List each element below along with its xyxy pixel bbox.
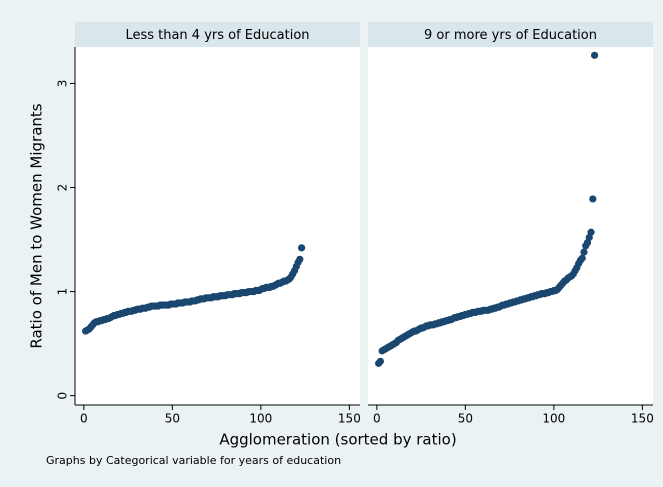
panel-title: 9 or more yrs of Education xyxy=(424,28,597,43)
x-tick-label: 0 xyxy=(373,412,381,426)
point xyxy=(590,51,599,59)
y-tick-label: 2 xyxy=(56,184,70,192)
plot-area xyxy=(368,47,653,405)
point xyxy=(297,244,306,252)
point xyxy=(587,228,595,236)
x-axis-title: Agglomeration (sorted by ratio) xyxy=(219,431,456,449)
x-tick-label: 100 xyxy=(542,412,565,426)
note: Graphs by Categorical variable for years… xyxy=(46,454,341,467)
point xyxy=(376,357,384,365)
point xyxy=(296,255,304,263)
y-tick-label: 0 xyxy=(56,392,70,400)
panel-header xyxy=(368,22,653,47)
point xyxy=(580,248,588,256)
panel-title: Less than 4 yrs of Education xyxy=(125,28,309,43)
x-tick-label: 150 xyxy=(631,412,654,426)
panel-header xyxy=(75,22,360,47)
y-tick-label: 3 xyxy=(56,80,70,88)
point xyxy=(578,254,586,262)
y-axis-title: Ratio of Men to Women Migrants xyxy=(28,103,46,348)
plot-area xyxy=(75,47,360,405)
x-tick-label: 50 xyxy=(458,412,473,426)
x-tick-label: 50 xyxy=(165,412,180,426)
x-tick-label: 100 xyxy=(249,412,272,426)
point xyxy=(589,195,597,203)
x-tick-label: 150 xyxy=(338,412,361,426)
x-tick-label: 0 xyxy=(80,412,88,426)
y-tick-label: 1 xyxy=(56,288,70,296)
